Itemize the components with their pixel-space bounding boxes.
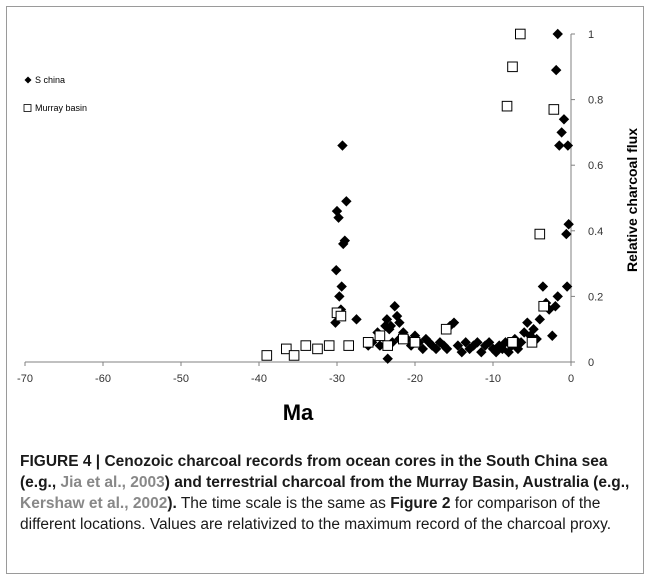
y-tick-label: 0.2	[588, 291, 603, 303]
data-point-diamond	[381, 314, 393, 325]
data-point-diamond	[389, 301, 400, 312]
data-point-square	[526, 337, 538, 348]
x-tick-label: -40	[251, 373, 267, 385]
caption-text-1: The time scale is the same as	[176, 495, 391, 512]
data-point-diamond	[519, 327, 530, 338]
data-point-diamond	[522, 317, 533, 328]
data-point-diamond	[385, 320, 397, 332]
scatter-chart: -70 -60 -50 -40 -30 -20 -10 0 0 0.2 0.4 0.6 0.8 1 S c…	[17, 28, 640, 425]
data-point-diamond	[563, 219, 574, 230]
data-point-diamond	[562, 140, 574, 151]
x-tick-label: 0	[568, 373, 574, 385]
data-point-diamond	[456, 346, 467, 358]
data-point-diamond	[552, 28, 563, 40]
caption-reference-link-2[interactable]: Kershaw et al., 2002	[20, 495, 168, 512]
data-point-square	[300, 340, 312, 351]
series-s-china	[330, 28, 574, 364]
x-axis-label: Ma	[283, 400, 314, 425]
chart-marks	[261, 28, 574, 364]
data-point-square	[281, 343, 292, 355]
caption-bold-text-3: ).	[167, 495, 177, 512]
data-point-square	[515, 28, 526, 40]
data-point-square	[534, 228, 546, 240]
caption-figure-reference[interactable]: Figure 2	[390, 495, 451, 512]
x-tick-label: -30	[329, 373, 345, 385]
data-point-diamond	[337, 140, 348, 151]
data-point-diamond	[452, 340, 464, 351]
data-point-diamond	[561, 281, 573, 292]
caption-reference-link-1[interactable]: Jia et al., 2003	[60, 474, 165, 491]
data-point-diamond	[338, 238, 349, 250]
x-tick-label: -50	[173, 373, 189, 385]
data-point-diamond	[351, 314, 362, 325]
data-point-square	[409, 337, 421, 348]
data-point-diamond	[331, 264, 342, 276]
data-point-diamond	[561, 228, 572, 240]
data-point-square	[440, 323, 452, 335]
data-point-diamond	[556, 127, 567, 138]
x-tick-label: -10	[485, 373, 501, 385]
y-axis-label: Relative charcoal flux	[624, 128, 640, 272]
legend-label: Murray basin	[35, 103, 87, 113]
data-point-diamond	[554, 140, 565, 151]
data-point-square	[548, 104, 560, 115]
data-point-square	[362, 337, 374, 348]
caption-figure-label: FIGURE 4 |	[20, 453, 105, 470]
data-point-square	[382, 340, 393, 351]
caption-text-2: for comparison of the different location…	[20, 495, 612, 533]
legend-marker-square	[23, 104, 32, 112]
data-point-square	[501, 100, 513, 112]
data-point-square	[288, 350, 300, 361]
data-point-diamond	[550, 301, 561, 312]
data-point-diamond	[515, 337, 527, 348]
data-point-diamond	[460, 337, 471, 348]
data-point-diamond	[472, 337, 483, 348]
x-tick-label: -60	[95, 373, 111, 385]
data-point-diamond	[430, 343, 442, 355]
data-point-diamond	[382, 353, 393, 364]
data-point-diamond	[394, 317, 405, 328]
data-point-diamond	[483, 337, 495, 348]
data-point-square	[323, 340, 335, 351]
y-tick-label: 0	[588, 357, 594, 369]
y-tick-label: 0.4	[588, 226, 603, 238]
caption-bold-text-1: Cenozoic charcoal records from ocean cor…	[20, 453, 608, 491]
data-point-diamond	[528, 324, 539, 335]
x-tick-label: -20	[407, 373, 423, 385]
data-point-square	[374, 330, 386, 342]
data-point-diamond	[534, 314, 545, 325]
caption-bold-text-2: ) and terrestrial charcoal from the Murr…	[164, 474, 630, 491]
figure-caption: FIGURE 4 | Cenozoic charcoal records fro…	[20, 451, 632, 535]
data-point-diamond	[334, 291, 345, 302]
data-point-square	[312, 343, 323, 355]
data-point-diamond	[547, 330, 558, 341]
y-tick-label: 1	[588, 29, 594, 41]
data-point-diamond	[336, 281, 347, 292]
legend-label: S china	[35, 75, 65, 85]
data-point-diamond	[331, 205, 343, 217]
y-tick-label: 0.8	[588, 95, 603, 107]
data-point-diamond	[341, 196, 352, 207]
data-point-diamond	[558, 114, 570, 125]
data-point-diamond	[552, 291, 563, 302]
chart-axes: -70 -60 -50 -40 -30 -20 -10 0 0 0.2 0.4 0.6 0.8 1	[17, 29, 603, 385]
data-point-square	[261, 350, 273, 361]
legend-marker-diamond	[24, 76, 32, 84]
data-point-square	[507, 337, 518, 348]
series-murray-basin	[261, 28, 560, 361]
data-point-square	[507, 61, 518, 73]
chart-legend: S china Murray basin	[23, 75, 87, 113]
y-tick-label: 0.6	[588, 160, 603, 172]
data-point-square	[538, 300, 550, 312]
data-point-diamond	[441, 343, 453, 355]
x-tick-label: -70	[17, 373, 33, 385]
data-point-diamond	[476, 346, 487, 358]
data-point-diamond	[537, 281, 549, 292]
figure-frame	[6, 6, 644, 574]
data-point-diamond	[550, 64, 562, 76]
data-point-diamond	[525, 330, 536, 341]
data-point-square	[343, 340, 354, 351]
data-point-square	[398, 333, 409, 345]
data-point-square	[335, 310, 347, 322]
